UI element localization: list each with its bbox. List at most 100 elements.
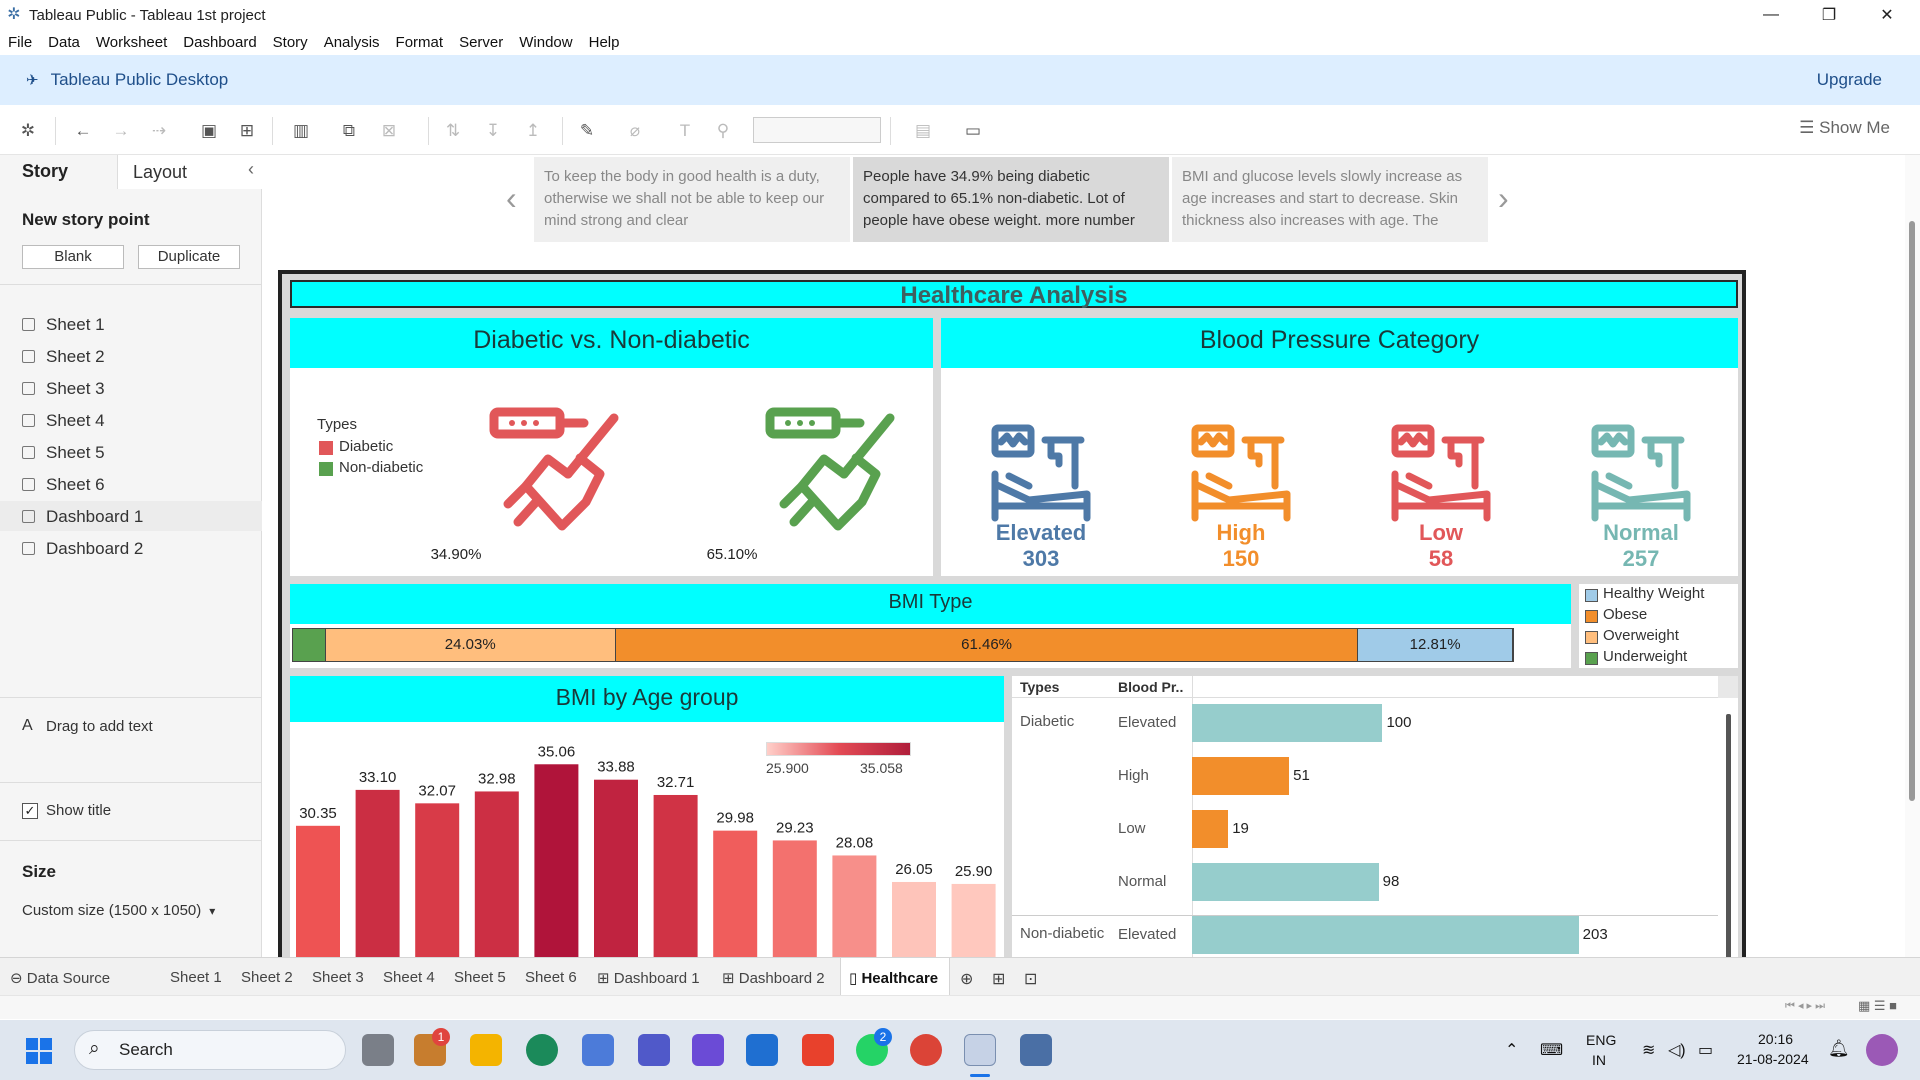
task-view-icon[interactable] <box>362 1034 394 1066</box>
show-title-checkbox[interactable]: ✓ <box>22 803 38 819</box>
teams-icon[interactable] <box>638 1034 670 1066</box>
menu-dashboard[interactable]: Dashboard <box>183 34 257 51</box>
nav-first-icon[interactable]: ⏮ ◂ ▸ ⏭ <box>1785 1000 1826 1012</box>
undo-icon[interactable]: ← <box>74 121 92 140</box>
story-sheet-1[interactable]: Sheet 1 <box>0 309 262 339</box>
edge-browser-icon[interactable] <box>526 1034 558 1066</box>
fit-dropdown[interactable] <box>753 117 881 143</box>
clock-date[interactable]: 21-08-2024 <box>1737 1051 1809 1067</box>
presentation-icon[interactable]: ▭ <box>964 121 982 140</box>
scroll-thumb[interactable] <box>1909 221 1915 801</box>
file-explorer-icon[interactable] <box>470 1034 502 1066</box>
show-me-button[interactable]: ☰ Show Me <box>1799 118 1890 138</box>
tab-sheet-2[interactable]: Sheet 2 <box>241 969 293 986</box>
redo-icon[interactable]: → <box>112 121 130 140</box>
save-icon[interactable]: ▣ <box>200 121 218 140</box>
new-dashboard-tab-icon[interactable]: ⊞ <box>992 971 1006 988</box>
tableau-taskbar-icon[interactable] <box>964 1034 996 1066</box>
menu-help[interactable]: Help <box>588 34 620 51</box>
drag-to-add-text[interactable]: Drag to add text <box>46 718 153 735</box>
view-toggle-icon[interactable]: ▦ ☰ ■ <box>1858 998 1898 1013</box>
tab-data-source[interactable]: ⊖ Data Source <box>10 969 110 987</box>
new-story-tab-icon[interactable]: ⊡ <box>1024 971 1038 988</box>
notifications-bell-icon[interactable]: 🔔︎ <box>1828 1039 1850 1058</box>
menu-server[interactable]: Server <box>459 34 504 51</box>
menu-window[interactable]: Window <box>519 34 573 51</box>
story-prev-arrow[interactable]: ‹ <box>506 180 517 216</box>
new-worksheet-icon[interactable]: ▥ <box>292 121 310 140</box>
labels-icon[interactable]: T <box>679 121 691 140</box>
minimize-button[interactable]: — <box>1763 6 1779 23</box>
story-next-arrow[interactable]: › <box>1498 180 1509 216</box>
microsoft-store-icon[interactable] <box>582 1034 614 1066</box>
new-data-source-icon[interactable]: ⊞ <box>239 121 255 140</box>
story-dashboard-2[interactable]: Dashboard 2 <box>0 533 262 563</box>
fit-icon[interactable]: ▤ <box>914 121 932 140</box>
copilot-icon[interactable] <box>692 1034 724 1066</box>
taskbar-search[interactable]: ⌕ Search <box>74 1030 346 1070</box>
fix-axes-icon[interactable]: ⚲ <box>716 121 730 140</box>
menu-format[interactable]: Format <box>395 34 444 51</box>
clear-sheet-icon[interactable]: ⊠ <box>381 121 397 140</box>
tab-healthcare[interactable]: ▯ Healthcare <box>840 958 950 996</box>
bp-row-type: Diabetic <box>1020 713 1075 730</box>
tab-dashboard-1[interactable]: ⊞ Dashboard 1 <box>597 969 700 987</box>
clock-time[interactable]: 20:16 <box>1758 1031 1794 1047</box>
story-sheet-3[interactable]: Sheet 3 <box>0 373 262 403</box>
group-icon[interactable]: ⌀ <box>629 121 641 140</box>
vertical-scrollbar[interactable] <box>1905 155 1920 957</box>
tableau-logo-icon[interactable]: ✲ <box>20 121 36 140</box>
tab-sheet-5[interactable]: Sheet 5 <box>454 969 506 986</box>
tab-story[interactable]: Story <box>0 155 117 189</box>
language-top[interactable]: ENG <box>1586 1032 1617 1048</box>
maximize-button[interactable]: ❐ <box>1821 7 1837 24</box>
chrome-icon[interactable] <box>910 1034 942 1066</box>
collapse-pane-icon[interactable]: ‹ <box>248 159 254 179</box>
story-sheet-4[interactable]: Sheet 4 <box>0 405 262 435</box>
upgrade-link[interactable]: Upgrade <box>1816 70 1882 89</box>
tab-sheet-6[interactable]: Sheet 6 <box>525 969 577 986</box>
keyboard-icon[interactable]: ⌨ <box>1540 1042 1564 1059</box>
blank-button[interactable]: Blank <box>22 245 124 269</box>
tab-sheet-4[interactable]: Sheet 4 <box>383 969 435 986</box>
wifi-icon[interactable]: ≋ <box>1642 1042 1656 1059</box>
volume-icon[interactable]: ◁) <box>1668 1042 1686 1059</box>
windows-start-icon[interactable] <box>26 1038 52 1064</box>
menu-worksheet[interactable]: Worksheet <box>95 34 168 51</box>
duplicate-sheet-icon[interactable]: ⧉ <box>342 121 356 140</box>
story-sheet-6[interactable]: Sheet 6 <box>0 469 262 499</box>
menu-file[interactable]: File <box>8 34 33 51</box>
duplicate-button[interactable]: Duplicate <box>138 245 240 269</box>
mail-icon[interactable] <box>746 1034 778 1066</box>
swap-icon[interactable]: ⇅ <box>445 121 461 140</box>
story-point-3[interactable]: BMI and glucose levels slowly increase a… <box>1172 157 1488 242</box>
show-hidden-icons[interactable]: ⌃ <box>1505 1042 1519 1059</box>
story-sheet-5[interactable]: Sheet 5 <box>0 437 262 467</box>
copilot-pre-icon[interactable] <box>1866 1034 1898 1066</box>
wps-office-icon[interactable] <box>802 1034 834 1066</box>
sort-ascending-icon[interactable]: ↧ <box>485 121 501 140</box>
highlight-icon[interactable]: ✎ <box>579 121 595 140</box>
new-worksheet-tab-icon[interactable]: ⊕ <box>960 971 974 988</box>
replay-icon[interactable]: ⇢ <box>151 121 167 140</box>
bp-table-scrollbar[interactable] <box>1726 714 1731 957</box>
bmi-legend-swatch <box>1585 610 1598 623</box>
menu-story[interactable]: Story <box>272 34 308 51</box>
photos-icon[interactable] <box>1020 1034 1052 1066</box>
tab-sheet-1[interactable]: Sheet 1 <box>170 969 222 986</box>
tab-layout[interactable]: Layout ‹ <box>117 155 262 189</box>
bmi-age-bar <box>713 830 758 957</box>
menu-data[interactable]: Data <box>48 34 80 51</box>
battery-icon[interactable]: ▭ <box>1698 1042 1714 1059</box>
story-point-2[interactable]: People have 34.9% being diabetic compare… <box>853 157 1169 242</box>
story-sheet-2[interactable]: Sheet 2 <box>0 341 262 371</box>
story-dashboard-1[interactable]: Dashboard 1 <box>0 501 262 531</box>
tab-dashboard-2[interactable]: ⊞ Dashboard 2 <box>722 969 825 987</box>
language-bottom[interactable]: IN <box>1592 1052 1606 1068</box>
tab-sheet-3[interactable]: Sheet 3 <box>312 969 364 986</box>
size-dropdown[interactable]: Custom size (1500 x 1050) ▾ <box>22 902 215 919</box>
story-point-1[interactable]: To keep the body in good health is a dut… <box>534 157 850 242</box>
sort-descending-icon[interactable]: ↥ <box>525 121 541 140</box>
close-button[interactable]: ✕ <box>1880 7 1894 24</box>
menu-analysis[interactable]: Analysis <box>323 34 380 51</box>
